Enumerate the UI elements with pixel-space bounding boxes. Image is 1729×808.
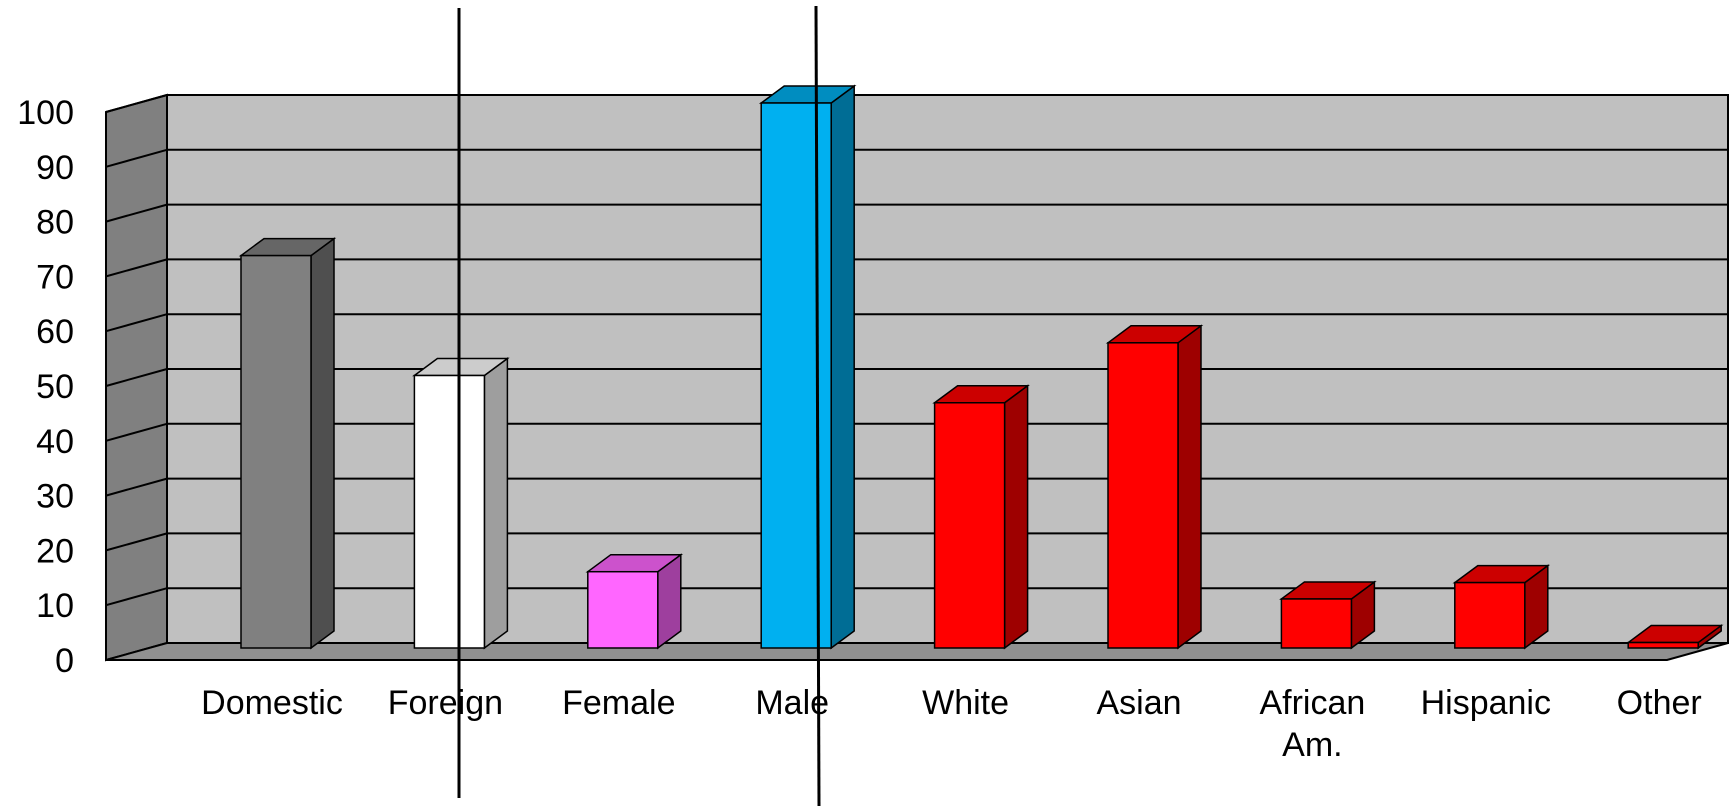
gridline-side	[105, 148, 168, 168]
bar-domestic	[238, 237, 337, 650]
bar-foreign	[412, 357, 510, 650]
y-tick-label: 100	[17, 94, 74, 132]
gridline-side	[105, 368, 168, 387]
bar-male	[758, 84, 857, 650]
bar-front	[1280, 598, 1353, 649]
x-tick-label: Male	[755, 684, 829, 722]
bar-front	[933, 402, 1006, 649]
gridline-side	[105, 313, 168, 333]
y-tick-label: 70	[36, 258, 74, 296]
gridline-side	[105, 94, 168, 113]
group-divider	[814, 5, 821, 807]
x-tick-label: Hispanic	[1421, 684, 1551, 722]
bar-front	[1107, 342, 1179, 649]
y-tick-label: 10	[36, 587, 74, 625]
bar-front	[1627, 641, 1699, 649]
bar-female	[585, 553, 684, 650]
x-tick-label: African Am.	[1259, 684, 1365, 764]
y-tick-label: 80	[36, 204, 74, 242]
bar-front	[760, 102, 832, 649]
gridline-side	[105, 587, 168, 607]
y-tick-label: 90	[36, 149, 74, 187]
bar-other	[1625, 624, 1724, 650]
bar-asian	[1105, 324, 1204, 650]
y-tick-label: 60	[36, 313, 74, 351]
gridline-side	[105, 477, 168, 497]
bar-side	[483, 357, 509, 650]
bar-front	[1454, 581, 1526, 649]
bar-white	[932, 384, 1030, 650]
bar-side	[1177, 324, 1202, 650]
gridline-side	[105, 422, 168, 442]
bar-side	[830, 84, 855, 650]
x-tick-label: Other	[1617, 684, 1702, 722]
x-tick-label: Foreign	[388, 684, 503, 722]
y-tick-label: 40	[36, 423, 74, 461]
bar-hispanic	[1452, 564, 1551, 650]
x-tick-label: Domestic	[201, 684, 343, 722]
y-tick-label: 20	[36, 532, 74, 570]
x-tick-label: White	[922, 684, 1009, 722]
x-tick-label: Asian	[1096, 684, 1181, 722]
gridline-side	[105, 532, 168, 552]
bar-side	[310, 237, 335, 650]
y-tick-label: 50	[36, 368, 74, 406]
gridline-side	[105, 258, 168, 278]
bar-african-am	[1279, 580, 1377, 650]
bar-front	[240, 254, 312, 649]
bar-front	[587, 570, 659, 649]
gridline-side	[105, 203, 168, 223]
y-tick-label: 30	[36, 478, 74, 516]
y-tick-label: 0	[55, 642, 74, 680]
bar-side	[1003, 384, 1029, 650]
bar-front	[413, 374, 486, 649]
x-tick-label: Female	[562, 684, 675, 722]
